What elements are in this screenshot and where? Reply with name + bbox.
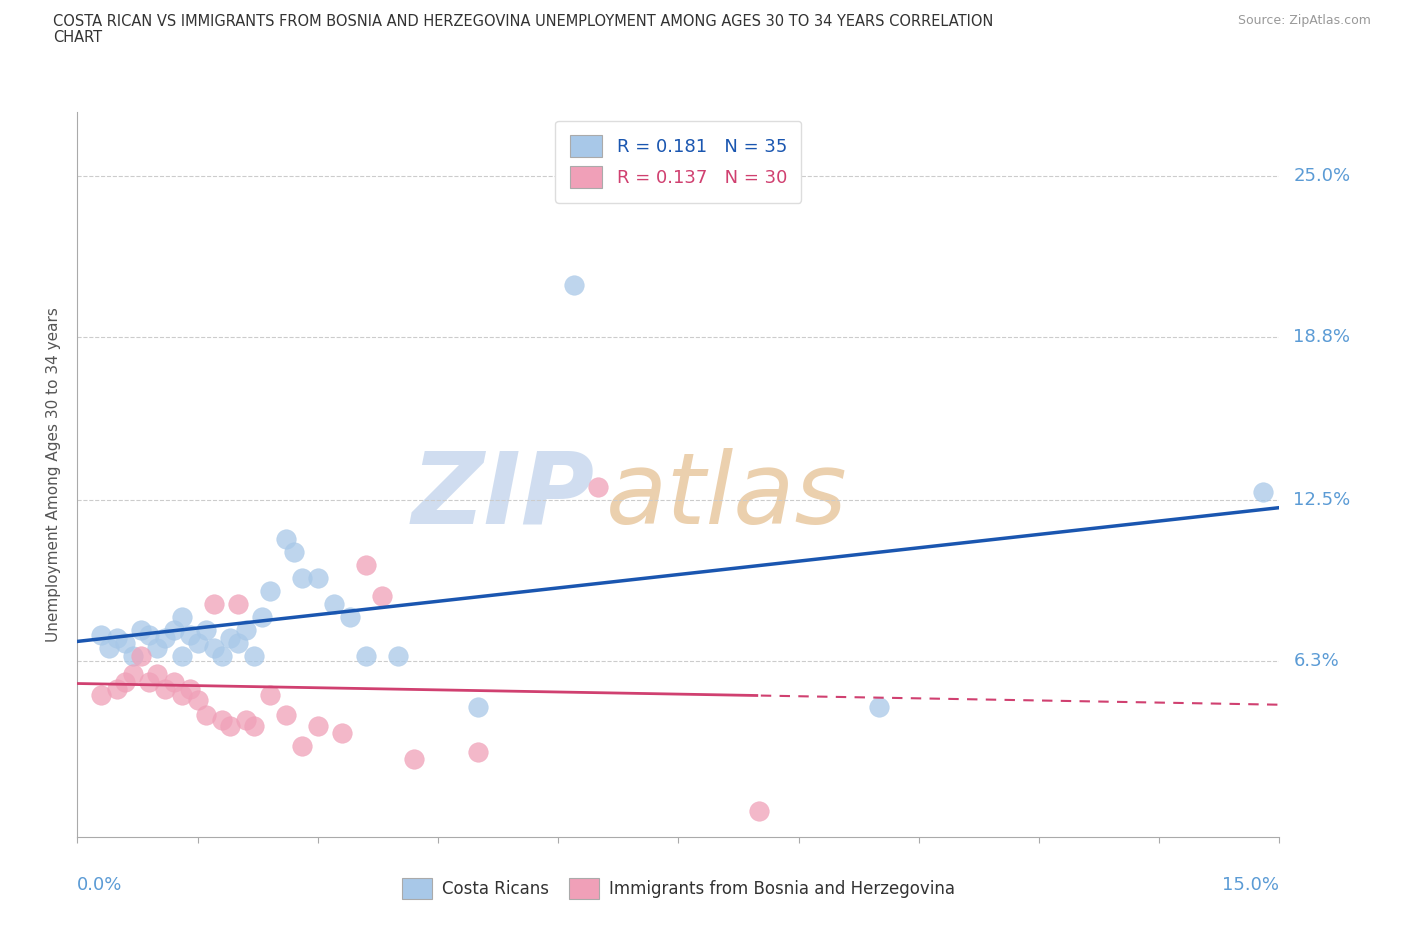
Point: [194, 708, 217, 723]
Point: [250, 609, 273, 624]
Point: [179, 628, 201, 643]
Text: atlas: atlas: [606, 447, 848, 545]
Point: [868, 700, 890, 715]
Point: [138, 674, 160, 689]
Point: [170, 648, 193, 663]
Point: [211, 713, 233, 728]
Point: [226, 635, 249, 650]
Point: [283, 545, 305, 560]
Point: [114, 635, 136, 650]
Text: 6.3%: 6.3%: [1294, 652, 1339, 670]
Point: [307, 570, 329, 585]
Point: [235, 713, 257, 728]
Point: [307, 718, 329, 733]
Point: [107, 631, 129, 645]
Text: 15.0%: 15.0%: [1222, 876, 1279, 894]
Point: [562, 278, 585, 293]
Legend: Costa Ricans, Immigrants from Bosnia and Herzegovina: Costa Ricans, Immigrants from Bosnia and…: [388, 865, 969, 912]
Point: [322, 596, 344, 611]
Point: [226, 596, 249, 611]
Point: [170, 687, 193, 702]
Point: [155, 682, 177, 697]
Point: [211, 648, 233, 663]
Point: [467, 700, 489, 715]
Point: [194, 622, 217, 637]
Point: [202, 641, 225, 656]
Point: [354, 648, 377, 663]
Point: [186, 635, 209, 650]
Text: 18.8%: 18.8%: [1294, 328, 1350, 346]
Point: [1253, 485, 1275, 500]
Point: [274, 708, 297, 723]
Point: [371, 589, 394, 604]
Point: [274, 532, 297, 547]
Point: [179, 682, 201, 697]
Point: [155, 631, 177, 645]
Point: [146, 641, 169, 656]
Point: [291, 738, 314, 753]
Point: [218, 718, 240, 733]
Point: [467, 744, 489, 759]
Point: [330, 726, 353, 741]
Point: [170, 609, 193, 624]
Text: 0.0%: 0.0%: [77, 876, 122, 894]
Point: [114, 674, 136, 689]
Point: [588, 480, 610, 495]
Point: [339, 609, 361, 624]
Point: [107, 682, 129, 697]
Point: [122, 666, 145, 681]
Point: [354, 557, 377, 572]
Point: [387, 648, 409, 663]
Point: [138, 628, 160, 643]
Point: [162, 622, 184, 637]
Point: [242, 718, 264, 733]
Point: [235, 622, 257, 637]
Point: [146, 666, 169, 681]
Y-axis label: Unemployment Among Ages 30 to 34 years: Unemployment Among Ages 30 to 34 years: [46, 307, 62, 642]
Point: [748, 804, 770, 818]
Point: [242, 648, 264, 663]
Point: [90, 687, 112, 702]
Point: [402, 751, 425, 766]
Text: COSTA RICAN VS IMMIGRANTS FROM BOSNIA AND HERZEGOVINA UNEMPLOYMENT AMONG AGES 30: COSTA RICAN VS IMMIGRANTS FROM BOSNIA AN…: [53, 14, 994, 29]
Point: [122, 648, 145, 663]
Point: [202, 596, 225, 611]
Point: [186, 692, 209, 707]
Point: [162, 674, 184, 689]
Point: [218, 631, 240, 645]
Point: [98, 641, 121, 656]
Text: Source: ZipAtlas.com: Source: ZipAtlas.com: [1237, 14, 1371, 27]
Point: [90, 628, 112, 643]
Point: [131, 622, 153, 637]
Text: CHART: CHART: [53, 30, 103, 45]
Text: 12.5%: 12.5%: [1294, 491, 1351, 510]
Text: 25.0%: 25.0%: [1294, 167, 1351, 185]
Text: ZIP: ZIP: [411, 447, 595, 545]
Point: [259, 583, 281, 598]
Point: [131, 648, 153, 663]
Point: [259, 687, 281, 702]
Point: [291, 570, 314, 585]
